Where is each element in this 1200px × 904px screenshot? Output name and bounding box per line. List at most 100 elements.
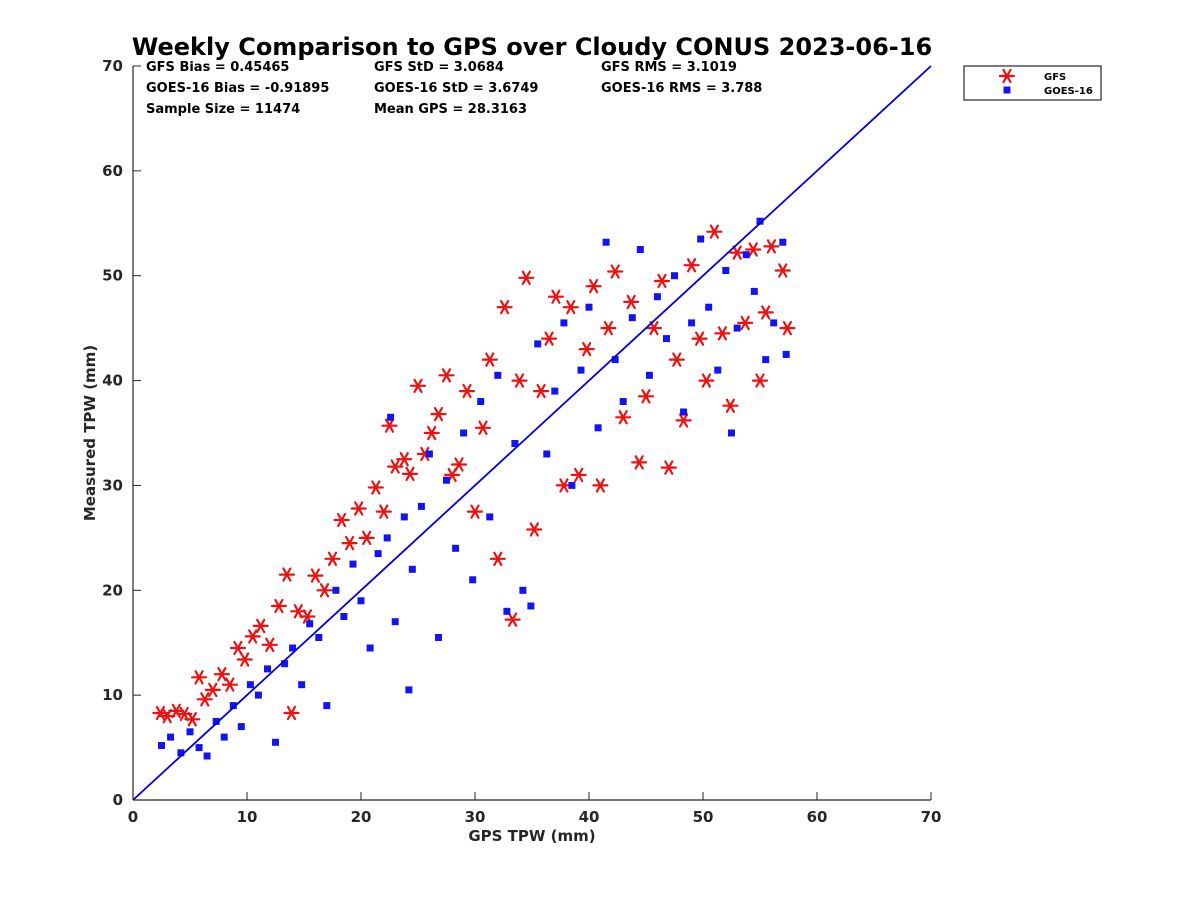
stat-label: GOES-16 RMS = 3.788 xyxy=(601,81,762,96)
plot-area xyxy=(132,65,932,801)
series-goes-16 xyxy=(158,217,790,760)
data-point-gfs xyxy=(367,480,384,495)
data-point-goes-16 xyxy=(298,681,306,689)
legend-box xyxy=(963,65,1102,101)
data-point-goes-16 xyxy=(469,576,477,584)
data-point-gfs xyxy=(152,705,169,721)
data-point-gfs xyxy=(252,618,269,634)
data-point-goes-16 xyxy=(195,744,203,752)
data-point-gfs xyxy=(737,315,754,331)
data-point-gfs xyxy=(757,305,774,320)
data-point-goes-16 xyxy=(289,644,297,652)
data-point-goes-16 xyxy=(762,356,770,364)
stat-label: GOES-16 Bias = -0.91895 xyxy=(146,81,329,96)
data-point-goes-16 xyxy=(158,742,165,749)
data-point-goes-16 xyxy=(628,314,636,322)
data-point-gfs xyxy=(191,670,208,685)
data-point-gfs xyxy=(204,682,221,698)
x-tick-label: 30 xyxy=(465,808,486,826)
data-point-gfs xyxy=(698,373,715,388)
data-point-gfs xyxy=(623,294,640,310)
data-point-gfs xyxy=(396,452,413,467)
data-point-gfs xyxy=(645,321,663,336)
data-point-gfs xyxy=(745,242,762,257)
data-point-gfs xyxy=(176,706,193,722)
data-point-goes-16 xyxy=(264,665,271,673)
data-point-gfs xyxy=(631,455,648,470)
x-tick-label: 50 xyxy=(693,808,714,826)
data-point-gfs xyxy=(660,460,677,475)
data-point-gfs xyxy=(466,504,484,519)
data-point-gfs xyxy=(533,383,550,399)
data-point-goes-16 xyxy=(494,371,502,379)
data-point-goes-16 xyxy=(645,371,653,379)
data-point-gfs xyxy=(668,352,685,367)
data-point-goes-16 xyxy=(387,413,395,421)
data-point-gfs xyxy=(270,598,287,614)
data-point-gfs xyxy=(261,637,278,652)
data-point-gfs xyxy=(307,568,324,583)
data-point-goes-16 xyxy=(246,681,254,689)
data-point-goes-16 xyxy=(750,287,758,295)
data-point-goes-16 xyxy=(594,424,602,432)
data-point-gfs xyxy=(229,640,246,656)
data-point-gfs xyxy=(504,612,521,627)
x-tick-label: 20 xyxy=(351,808,372,826)
data-point-goes-16 xyxy=(400,513,408,521)
data-point-gfs xyxy=(489,551,506,566)
stat-label: GOES-16 StD = 3.6749 xyxy=(374,81,538,96)
data-point-gfs xyxy=(779,321,796,336)
data-point-gfs xyxy=(675,413,692,428)
data-point-goes-16 xyxy=(671,272,678,280)
data-point-goes-16 xyxy=(306,620,314,628)
data-point-gfs xyxy=(236,652,253,667)
data-point-goes-16 xyxy=(728,429,735,437)
data-point-goes-16 xyxy=(357,597,365,605)
data-point-goes-16 xyxy=(229,702,237,710)
y-axis-title: Measured TPW (mm) xyxy=(81,345,99,521)
data-point-goes-16 xyxy=(519,586,527,594)
data-point-goes-16 xyxy=(779,238,787,246)
data-point-gfs xyxy=(562,300,579,315)
data-point-gfs xyxy=(196,692,213,707)
data-point-goes-16 xyxy=(663,335,670,343)
data-point-goes-16 xyxy=(503,607,511,615)
data-point-gfs xyxy=(751,373,769,388)
data-point-gfs xyxy=(324,551,341,566)
data-point-goes-16 xyxy=(688,319,696,327)
data-point-gfs xyxy=(401,466,419,482)
data-point-goes-16 xyxy=(577,366,585,374)
data-point-goes-16 xyxy=(619,398,627,405)
data-point-gfs xyxy=(213,667,230,682)
x-tick-label: 10 xyxy=(237,808,258,826)
data-point-goes-16 xyxy=(460,429,468,437)
data-point-gfs xyxy=(450,457,468,472)
data-point-gfs xyxy=(341,535,358,551)
data-point-gfs xyxy=(526,522,543,537)
data-point-gfs xyxy=(691,331,708,346)
data-point-gfs xyxy=(184,712,201,727)
data-point-gfs xyxy=(387,459,404,474)
data-point-gfs xyxy=(729,245,746,260)
data-point-goes-16 xyxy=(782,350,790,358)
data-point-gfs xyxy=(511,373,528,388)
legend: GFS GOES-16 xyxy=(963,65,1102,101)
data-point-goes-16 xyxy=(714,366,722,374)
statistics-annotation: GFS Bias = 0.45465 GFS StD = 3.0684 GFS RM… xyxy=(146,60,762,117)
data-point-goes-16 xyxy=(408,565,416,573)
data-point-gfs xyxy=(159,709,176,724)
data-point-gfs xyxy=(458,383,476,399)
data-point-gfs xyxy=(423,425,440,441)
data-point-goes-16 xyxy=(551,387,559,395)
data-point-goes-16 xyxy=(486,513,494,521)
data-point-goes-16 xyxy=(742,251,750,259)
data-point-gfs xyxy=(278,567,295,582)
x-tick-label: 70 xyxy=(921,808,942,826)
data-point-gfs xyxy=(350,501,367,516)
data-point-gfs xyxy=(481,352,498,367)
y-tick-label: 30 xyxy=(102,476,123,494)
data-point-goes-16 xyxy=(366,644,374,652)
data-point-gfs xyxy=(653,273,671,289)
data-point-goes-16 xyxy=(323,702,331,710)
